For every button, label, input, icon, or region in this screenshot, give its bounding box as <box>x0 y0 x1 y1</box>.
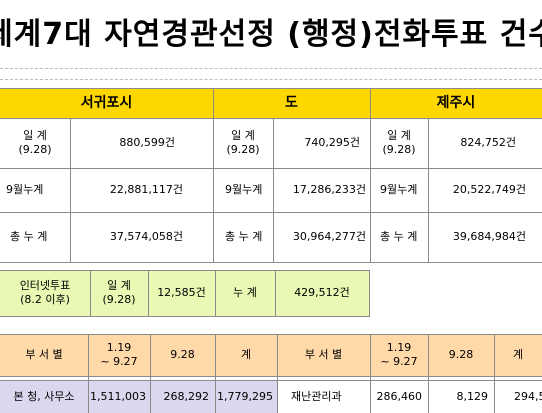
grid-line <box>277 334 278 413</box>
grid-line <box>215 270 216 316</box>
dept-row-day-2: 8,129 <box>456 389 489 403</box>
grid-line <box>0 376 542 377</box>
grid-line <box>370 334 371 413</box>
grand-total-label: 총 누 계 <box>10 230 48 243</box>
grid-line <box>273 118 274 262</box>
grid-line <box>275 270 276 316</box>
internet-daily-label: 일 계 (9.28) <box>90 270 148 316</box>
grid-line <box>0 88 542 89</box>
dept-header-range: 1.19 ~ 9.27 <box>88 334 150 376</box>
grid-line <box>428 118 429 262</box>
daily-label: 일 계 (9.28) <box>382 129 416 156</box>
page-title: 세계7대 자연경관선정 (행정)전화투표 건수 <box>0 17 542 52</box>
internet-cumulative-value: 429,512건 <box>275 270 369 316</box>
region-header-jeju: 제주시 <box>370 88 542 118</box>
dept-header-day-2: 9.28 <box>428 334 494 376</box>
grid-line <box>0 212 542 213</box>
daily-label: 일 계 (9.28) <box>226 129 260 156</box>
grand-total-value: 39,684,984건 <box>452 230 526 243</box>
grand-total-label: 총 누 계 <box>380 230 418 243</box>
vote-table: 서귀포시 도 제주시 일 계 (9.28) 880,599건 일 계 (9.28… <box>0 62 542 413</box>
dept-header-day: 9.28 <box>150 334 215 376</box>
region-header-seogwipo: 서귀포시 <box>0 88 213 118</box>
dept-header-sum-2: 계 <box>494 334 542 376</box>
grid-line <box>0 168 542 169</box>
grid-line <box>150 334 151 413</box>
region-header-province: 도 <box>213 88 370 118</box>
grid-line <box>0 270 370 271</box>
dept-row-sum-2: 294,58 <box>514 389 542 403</box>
internet-cumulative-label: 누 계 <box>215 270 275 316</box>
september-total-value: 22,881,117건 <box>109 183 183 196</box>
internet-vote-label: 인터넷투표 (8.2 이후) <box>0 270 90 316</box>
dept-header-label: 부 서 별 <box>0 334 88 376</box>
grid-line <box>215 334 216 413</box>
dept-row-sum: 11,779,295 <box>215 380 277 413</box>
grid-line <box>494 334 495 413</box>
dept-header-sum: 계 <box>215 334 277 376</box>
internet-daily-value: 12,585건 <box>148 270 215 316</box>
grand-total-value: 37,574,058건 <box>109 230 183 243</box>
grid-line <box>0 334 542 335</box>
grid-line <box>0 380 542 381</box>
grid-divider <box>0 68 542 69</box>
grid-line <box>428 334 429 413</box>
september-total-label: 9월누계 <box>225 183 263 196</box>
dept-row-day: 268,292 <box>150 380 215 413</box>
september-total-value: 17,286,233건 <box>292 183 366 196</box>
dept-header-label-2: 부 서 별 <box>277 334 370 376</box>
september-total-value: 20,522,749건 <box>452 183 526 196</box>
grid-line <box>369 270 370 316</box>
dept-row-name-2: 재난관리과 <box>291 389 342 403</box>
daily-value: 740,295건 <box>304 136 360 149</box>
dept-header-range-2: 1.19 ~ 9.27 <box>370 334 428 376</box>
daily-value: 824,752건 <box>460 136 516 149</box>
grid-line <box>88 334 89 413</box>
september-total-label: 9월누계 <box>380 183 418 196</box>
grid-line <box>370 88 371 262</box>
grid-divider <box>0 79 542 80</box>
grid-line <box>148 270 149 316</box>
daily-value: 880,599건 <box>119 136 175 149</box>
grid-line <box>0 316 370 317</box>
dept-row-name: 본 청, 사무소 <box>0 380 88 413</box>
grid-line <box>0 262 542 263</box>
dept-row-range: 11,511,003 <box>88 380 150 413</box>
grid-line <box>213 88 214 262</box>
daily-label: 일 계 (9.28) <box>18 129 52 156</box>
september-total-label: 9월누계 <box>6 183 44 196</box>
grand-total-label: 총 누 계 <box>225 230 263 243</box>
dept-row-range-2: 286,460 <box>376 389 423 403</box>
grid-line <box>0 118 542 119</box>
grand-total-value: 30,964,277건 <box>292 230 366 243</box>
grid-line <box>70 118 71 262</box>
grid-line <box>90 270 91 316</box>
